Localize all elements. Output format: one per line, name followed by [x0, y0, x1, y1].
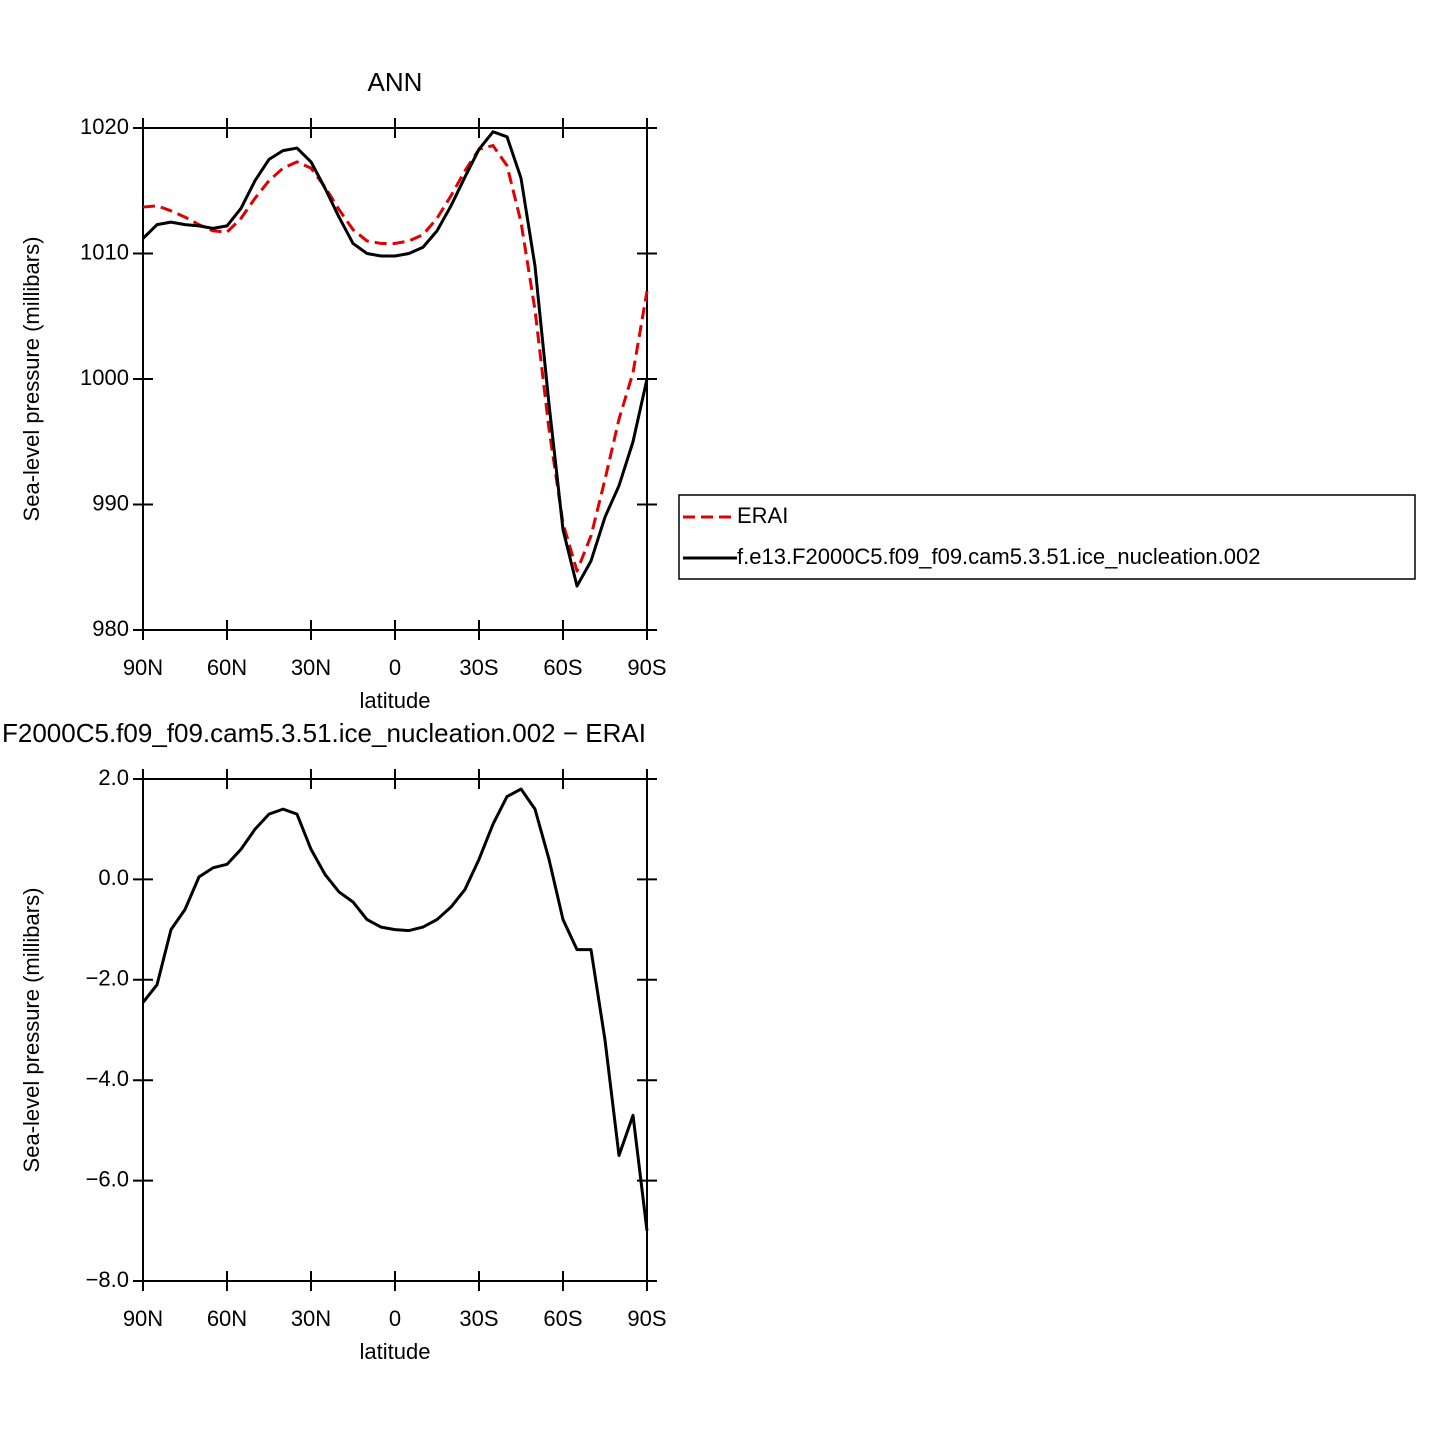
y-tick-label: 1000: [80, 365, 129, 390]
y-tick-label: −6.0: [86, 1166, 129, 1191]
y-tick-label: 1010: [80, 239, 129, 264]
y-tick-label: −8.0: [86, 1267, 129, 1292]
x-tick-label: 30S: [459, 655, 498, 680]
data-line: [141, 787, 649, 1231]
y-axis-label: Sea-level pressure (millibars): [19, 237, 44, 522]
x-axis-label: latitude: [360, 1339, 431, 1364]
y-axis-label: Sea-level pressure (millibars): [19, 888, 44, 1173]
x-tick-label: 90N: [123, 1306, 163, 1331]
y-tick-label: 990: [92, 490, 129, 515]
legend-label: f.e13.F2000C5.f09_f09.cam5.3.51.ice_nucl…: [737, 544, 1261, 569]
x-tick-label: 0: [389, 1306, 401, 1331]
data-line: [141, 130, 649, 588]
y-tick-label: 1020: [80, 114, 129, 139]
legend-box: [678, 494, 1416, 580]
y-tick-label: −2.0: [86, 966, 129, 991]
x-tick-label: 90N: [123, 655, 163, 680]
x-tick-label: 90S: [627, 655, 666, 680]
x-tick-label: 0: [389, 655, 401, 680]
x-tick-label: 30S: [459, 1306, 498, 1331]
chart-title: F2000C5.f09_f09.cam5.3.51.ice_nucleation…: [2, 718, 646, 748]
y-tick-label: 0.0: [98, 865, 129, 890]
plot-frame: [142, 778, 648, 1282]
x-tick-label: 30N: [291, 655, 331, 680]
legend-label: ERAI: [737, 503, 788, 528]
x-tick-label: 60N: [207, 655, 247, 680]
data-line: [142, 144, 649, 573]
x-tick-label: 90S: [627, 1306, 666, 1331]
chart-title: ANN: [368, 67, 423, 97]
y-tick-label: −4.0: [86, 1066, 129, 1091]
y-tick-label: 980: [92, 616, 129, 641]
x-tick-label: 60S: [543, 655, 582, 680]
x-tick-label: 60S: [543, 1306, 582, 1331]
x-tick-label: 60N: [207, 1306, 247, 1331]
x-axis-label: latitude: [360, 688, 431, 713]
y-tick-label: 2.0: [98, 765, 129, 790]
x-tick-label: 30N: [291, 1306, 331, 1331]
